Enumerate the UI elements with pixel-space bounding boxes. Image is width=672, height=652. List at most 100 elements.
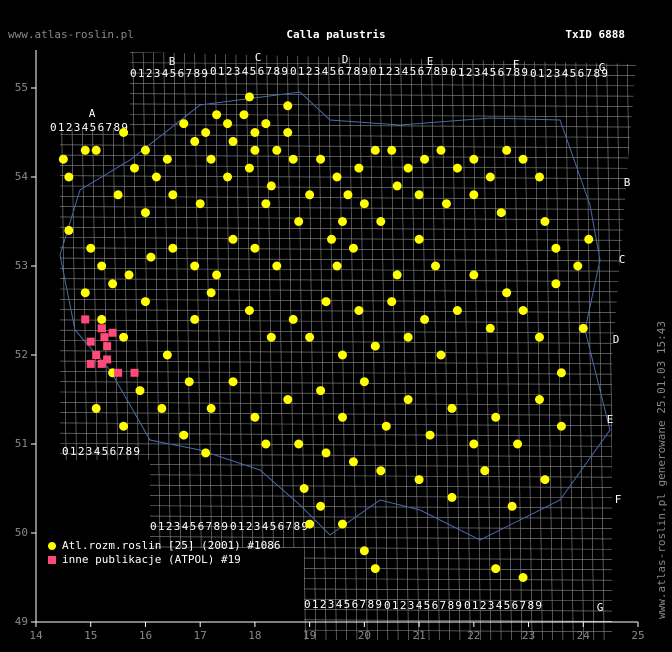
record <box>124 270 134 280</box>
record <box>266 181 276 191</box>
record <box>261 199 271 209</box>
atpol-grid <box>225 52 234 640</box>
row-letter: E <box>607 413 614 426</box>
atpol-grid <box>60 288 636 293</box>
record <box>184 377 194 387</box>
record <box>343 190 353 200</box>
record <box>420 314 430 324</box>
x-tick-label: 23 <box>522 629 535 642</box>
record <box>469 154 479 164</box>
record <box>80 288 90 298</box>
record <box>354 306 364 315</box>
row-letter: C <box>619 253 626 266</box>
record <box>447 403 457 413</box>
record <box>387 297 397 307</box>
record <box>179 119 189 129</box>
atpol-grid <box>60 494 636 499</box>
record <box>97 261 107 271</box>
record <box>420 154 430 164</box>
atpol-grid <box>60 82 636 87</box>
atpol-grid <box>60 62 636 66</box>
record <box>108 279 118 289</box>
atpol-grid <box>214 52 224 640</box>
atpol-grid <box>60 432 636 437</box>
record <box>283 395 293 404</box>
record <box>81 315 90 324</box>
x-tick-label: 21 <box>412 629 425 642</box>
atpol-grid <box>60 92 636 97</box>
record <box>195 199 205 209</box>
record <box>348 243 358 253</box>
record <box>414 234 424 244</box>
record <box>206 403 216 413</box>
record <box>206 154 216 164</box>
record <box>223 172 233 182</box>
atpol-grid <box>297 52 306 640</box>
atpol-grid <box>60 360 636 365</box>
record <box>228 136 238 146</box>
atpol-grid <box>60 185 636 190</box>
x-tick-label: 17 <box>194 629 207 642</box>
y-tick-label: 53 <box>15 259 28 272</box>
record <box>64 225 74 235</box>
record <box>288 314 298 324</box>
column-letter: C <box>255 51 262 64</box>
record <box>327 234 337 244</box>
record <box>168 190 178 200</box>
legend-marker <box>48 556 56 564</box>
atpol-grid <box>328 52 337 640</box>
column-letter: G <box>599 61 606 74</box>
record <box>469 190 479 200</box>
record <box>91 403 101 413</box>
record <box>250 128 260 137</box>
legend-label: Atl.rozm.roslin [25] (2001) #1086 <box>62 539 281 552</box>
record <box>119 332 129 342</box>
atpol-grid <box>544 52 553 640</box>
record <box>436 145 446 155</box>
record <box>337 519 347 529</box>
record <box>370 341 380 351</box>
record <box>305 190 315 200</box>
atpol-grid <box>286 52 296 640</box>
atpol-grid <box>60 340 636 344</box>
atpol-grid <box>60 515 636 519</box>
atpol-grid <box>60 370 636 375</box>
record <box>86 359 95 368</box>
atpol-grid <box>60 401 636 406</box>
atpol-grid <box>60 463 636 468</box>
record <box>551 243 561 253</box>
record <box>91 145 101 155</box>
record <box>431 261 441 271</box>
record <box>332 172 342 182</box>
atpol-grid <box>338 52 347 640</box>
record <box>114 368 123 377</box>
atpol-grid <box>60 267 636 272</box>
record <box>162 154 172 164</box>
record <box>239 110 249 120</box>
digit-row: 0123456789 <box>304 598 382 611</box>
record <box>190 261 200 271</box>
record <box>452 306 462 315</box>
atpol-grid <box>60 226 636 231</box>
record <box>584 234 594 244</box>
atpol-grid <box>626 52 636 640</box>
row-letter: B <box>624 176 631 189</box>
atpol-grid <box>60 134 636 138</box>
atpol-grid <box>554 52 564 640</box>
record <box>491 412 501 422</box>
record <box>250 145 260 155</box>
atpol-grid <box>60 443 636 447</box>
record <box>534 332 544 342</box>
atpol-grid <box>60 247 636 251</box>
atpol-grid <box>60 278 636 282</box>
record <box>534 395 544 404</box>
digit-row: 0123456789 <box>464 599 542 612</box>
column-letter: E <box>427 55 434 68</box>
record <box>80 145 90 155</box>
atpol-grid <box>585 52 595 640</box>
record <box>502 288 512 298</box>
record <box>316 386 326 396</box>
record <box>86 243 96 253</box>
record <box>348 457 358 467</box>
record <box>387 145 397 155</box>
